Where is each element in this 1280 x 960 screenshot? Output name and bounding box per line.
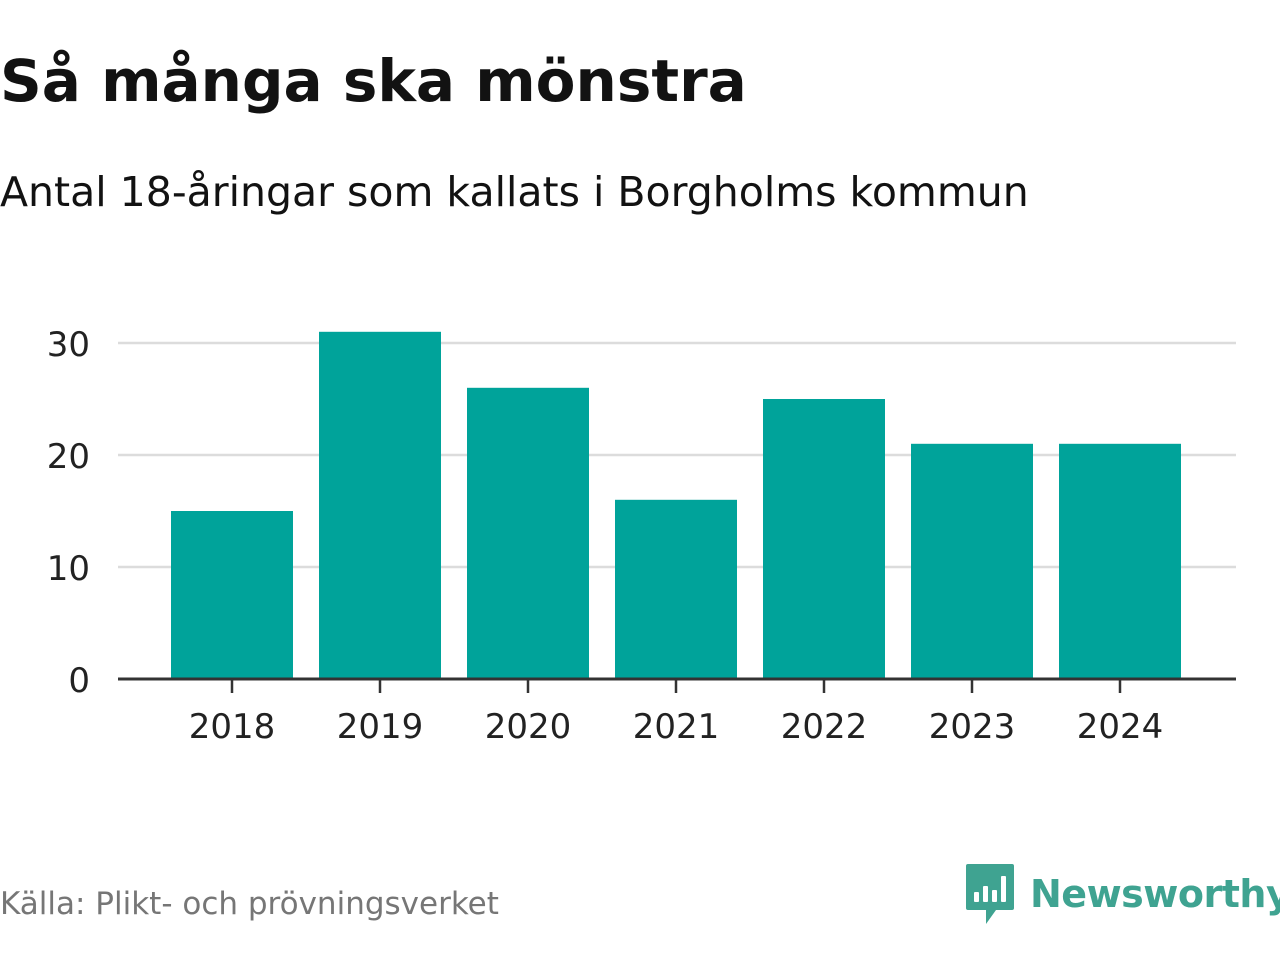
x-tick-label: 2020	[485, 707, 572, 747]
x-tick-label: 2023	[929, 707, 1016, 747]
y-tick-label: 0	[68, 661, 90, 701]
bar	[763, 399, 885, 679]
chart-subtitle: Antal 18-åringar som kallats i Borgholms…	[0, 168, 1029, 216]
bar	[1059, 443, 1181, 679]
y-tick-label: 30	[47, 325, 90, 365]
y-tick-label: 20	[47, 437, 90, 477]
newsworthy-logo-icon	[966, 864, 1014, 924]
x-tick-label: 2024	[1077, 707, 1164, 747]
chart-title: Så många ska mönstra	[0, 47, 747, 115]
x-tick-label: 2021	[633, 707, 720, 747]
bar	[911, 443, 1033, 679]
x-tick-label: 2019	[337, 707, 424, 747]
x-tick-label: 2022	[781, 707, 868, 747]
bar	[319, 331, 441, 679]
source-note: Källa: Plikt- och prövningsverket	[0, 886, 499, 922]
brand: Newsworthy	[964, 862, 1280, 926]
y-tick-label: 10	[47, 549, 90, 589]
axes: 0 10 20 30 2018 2019 2020 2021 2022 2023 2024	[47, 325, 1236, 747]
x-tick-label: 2018	[189, 707, 276, 747]
bars	[171, 331, 1181, 679]
bar	[467, 387, 589, 679]
bar	[615, 499, 737, 679]
bar	[171, 511, 293, 679]
brand-name: Newsworthy	[1030, 872, 1280, 916]
